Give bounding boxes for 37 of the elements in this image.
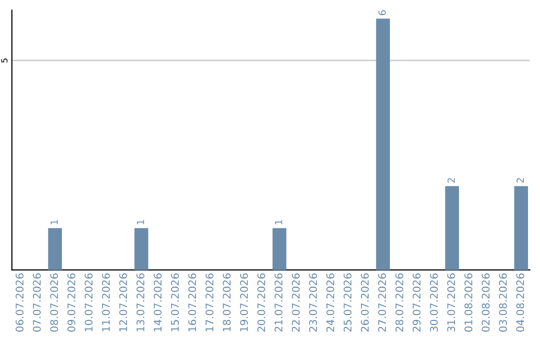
data-label: 2: [516, 178, 524, 183]
x-tick-label: 03.08.2026: [498, 273, 507, 332]
x-tick-label: 19.07.2026: [240, 273, 248, 332]
x-tick-label: 30.07.2026: [430, 273, 438, 332]
x-tick-label: 09.07.2026: [67, 273, 76, 332]
x-tick-label: 22.07.2026: [292, 273, 300, 332]
x-tick-label: 15.07.2026: [171, 273, 179, 332]
x-tick-label: 24.07.2026: [326, 273, 334, 332]
x-tick-label: 20.07.2026: [257, 273, 266, 332]
x-tick-label: 08.07.2026: [50, 273, 58, 332]
x-tick-label: 31.07.2026: [447, 273, 456, 332]
x-tick-label: 01.08.2026: [464, 273, 472, 332]
x-tick-label: 16.07.2026: [188, 273, 196, 332]
data-label: 2: [448, 178, 455, 183]
x-tick-label: 29.07.2026: [412, 273, 421, 332]
x-tick-label: 02.08.2026: [482, 273, 490, 332]
data-label: 1: [50, 220, 58, 224]
x-tick-label: 28.07.2026: [395, 273, 404, 332]
x-tick-label: 25.07.2026: [344, 273, 352, 332]
data-label: 1: [136, 220, 144, 224]
x-tick-label: 12.07.2026: [119, 273, 128, 332]
x-tick-label: 17.07.2026: [206, 273, 214, 332]
x-tick-label: 13.07.2026: [136, 273, 144, 332]
x-tick-label: 06.07.2026: [16, 273, 24, 332]
x-tick-label: 04.08.2026: [516, 273, 524, 332]
x-tick-label: 26.07.2026: [360, 273, 369, 332]
x-tick-label: 14.07.2026: [154, 273, 162, 332]
x-tick-label: 21.07.2026: [274, 273, 282, 332]
x-tick-label: 27.07.2026: [378, 273, 386, 332]
y-tick-label: 5: [1, 58, 8, 62]
data-label: 6: [378, 10, 386, 16]
x-tick-label: 10.07.2026: [84, 273, 93, 332]
x-tick-label: 07.07.2026: [32, 273, 41, 332]
x-tick-label: 11.07.2026: [102, 273, 110, 332]
x-tick-label: 18.07.2026: [222, 273, 231, 332]
x-tick-label: 23.07.2026: [309, 273, 317, 332]
data-label: 1: [275, 220, 282, 224]
